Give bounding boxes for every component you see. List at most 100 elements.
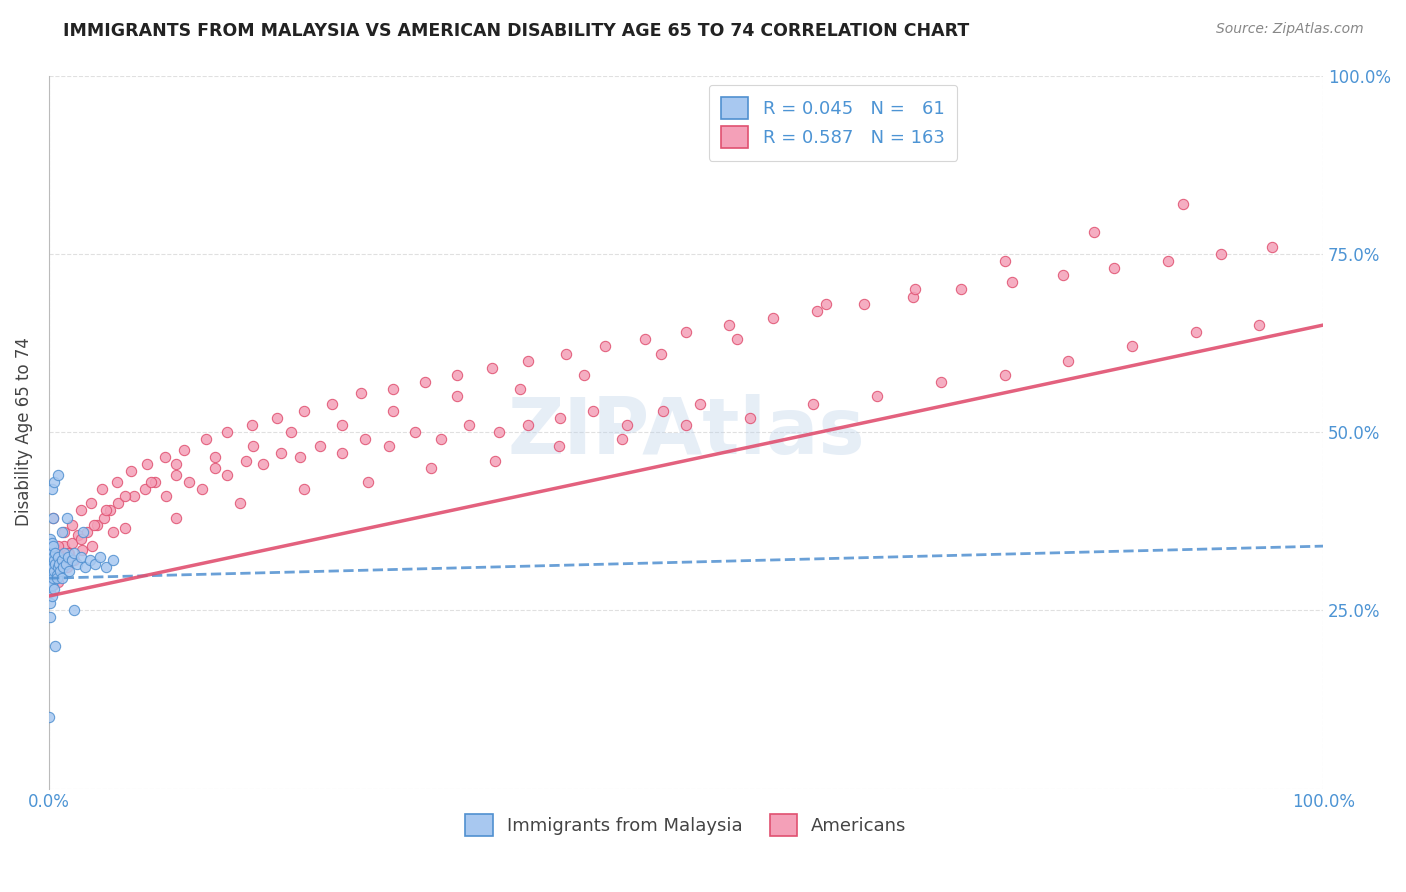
Point <box>53 546 76 560</box>
Point <box>39 532 62 546</box>
Point <box>41 557 63 571</box>
Point <box>72 524 94 539</box>
Point <box>725 332 748 346</box>
Point <box>153 450 176 464</box>
Point <box>44 639 66 653</box>
Point <box>509 382 531 396</box>
Point <box>96 503 118 517</box>
Point <box>229 496 252 510</box>
Point <box>38 582 60 596</box>
Point <box>51 571 73 585</box>
Point <box>321 396 343 410</box>
Point <box>58 546 80 560</box>
Point <box>83 517 105 532</box>
Point <box>718 318 741 332</box>
Point <box>42 564 65 578</box>
Point <box>458 417 481 432</box>
Point <box>42 539 65 553</box>
Point <box>950 282 973 296</box>
Point <box>98 503 121 517</box>
Point <box>330 446 353 460</box>
Point <box>39 578 62 592</box>
Point <box>41 535 63 549</box>
Point <box>60 517 83 532</box>
Point <box>382 403 405 417</box>
Point <box>650 346 672 360</box>
Point <box>136 457 159 471</box>
Point <box>1171 197 1194 211</box>
Point <box>96 560 118 574</box>
Point <box>60 553 83 567</box>
Point <box>42 549 65 564</box>
Point <box>101 524 124 539</box>
Point <box>901 289 924 303</box>
Point <box>39 585 62 599</box>
Point <box>91 482 114 496</box>
Point <box>165 467 187 482</box>
Point <box>191 482 214 496</box>
Point <box>1157 253 1180 268</box>
Point <box>484 453 506 467</box>
Point <box>46 574 69 589</box>
Point <box>38 710 60 724</box>
Point <box>56 549 79 564</box>
Point <box>217 425 239 439</box>
Point <box>39 564 62 578</box>
Point <box>105 475 128 489</box>
Point <box>49 564 72 578</box>
Point <box>762 310 785 325</box>
Point <box>242 439 264 453</box>
Point <box>1102 260 1125 275</box>
Point <box>41 482 63 496</box>
Point <box>446 368 468 382</box>
Point <box>38 549 60 564</box>
Point <box>354 432 377 446</box>
Point <box>1184 325 1206 339</box>
Point <box>41 578 63 592</box>
Point <box>46 549 69 564</box>
Point <box>582 403 605 417</box>
Point <box>53 539 76 553</box>
Point <box>270 446 292 460</box>
Point <box>634 332 657 346</box>
Point <box>853 296 876 310</box>
Point <box>42 475 65 489</box>
Point <box>134 482 156 496</box>
Point <box>1083 226 1105 240</box>
Point <box>66 557 89 571</box>
Point <box>179 475 201 489</box>
Point <box>815 296 838 310</box>
Point <box>69 549 91 564</box>
Point <box>572 368 595 382</box>
Point <box>39 610 62 624</box>
Point <box>217 467 239 482</box>
Point <box>76 524 98 539</box>
Text: IMMIGRANTS FROM MALAYSIA VS AMERICAN DISABILITY AGE 65 TO 74 CORRELATION CHART: IMMIGRANTS FROM MALAYSIA VS AMERICAN DIS… <box>63 22 970 40</box>
Point <box>42 510 65 524</box>
Point <box>56 546 79 560</box>
Point <box>44 546 66 560</box>
Point <box>56 560 79 574</box>
Point <box>42 578 65 592</box>
Point <box>44 567 66 582</box>
Point <box>517 417 540 432</box>
Point <box>63 546 86 560</box>
Point <box>41 567 63 582</box>
Point <box>675 417 697 432</box>
Point <box>420 460 443 475</box>
Point <box>42 560 65 574</box>
Point <box>481 360 503 375</box>
Point <box>194 432 217 446</box>
Point <box>69 503 91 517</box>
Point <box>44 557 66 571</box>
Point <box>42 553 65 567</box>
Point <box>79 553 101 567</box>
Point <box>53 524 76 539</box>
Point <box>240 417 263 432</box>
Point <box>39 571 62 585</box>
Point <box>89 549 111 564</box>
Point <box>929 375 952 389</box>
Point <box>803 396 825 410</box>
Point <box>48 557 70 571</box>
Point <box>139 475 162 489</box>
